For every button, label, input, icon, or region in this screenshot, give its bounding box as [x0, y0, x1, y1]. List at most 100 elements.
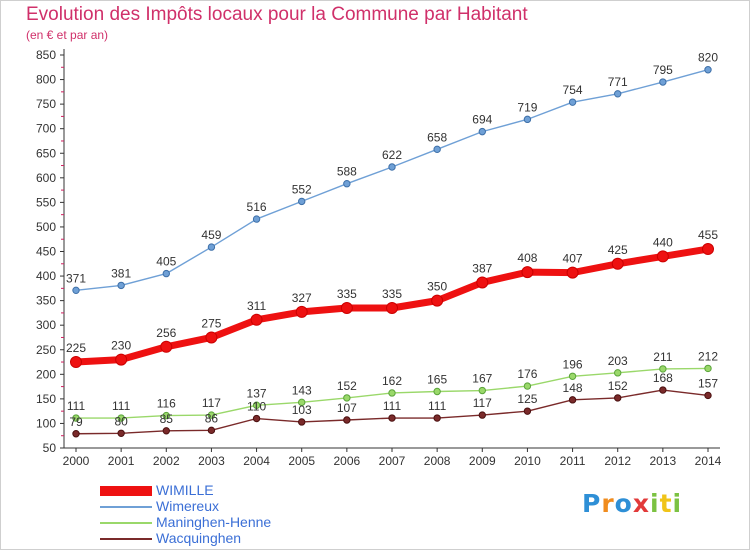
chart-title: Evolution des Impôts locaux pour la Comm…: [26, 4, 528, 25]
series-maninghen-henne: [72, 364, 712, 422]
data-label: 80: [114, 414, 128, 428]
y-tick-label: 450: [36, 245, 56, 259]
data-point: [433, 387, 441, 396]
data-label: 795: [653, 63, 673, 77]
data-label: 440: [653, 235, 673, 249]
legend-swatch: [100, 522, 152, 524]
data-label: 203: [608, 354, 628, 368]
y-tick-label: 100: [36, 416, 56, 430]
data-label: 103: [292, 403, 312, 417]
legend-swatch: [100, 506, 152, 508]
y-tick-label: 800: [36, 73, 56, 87]
x-tick-label: 2013: [650, 454, 677, 468]
data-point: [614, 394, 622, 402]
data-label: 820: [698, 51, 718, 65]
data-label: 658: [427, 130, 447, 144]
x-tick-label: 2001: [108, 454, 135, 468]
data-point: [478, 127, 486, 136]
data-label: 176: [517, 367, 537, 381]
y-tick-label: 250: [36, 343, 56, 357]
data-label: 459: [201, 228, 221, 242]
data-label: 327: [292, 291, 312, 305]
data-point: [205, 331, 218, 344]
data-label: 381: [111, 266, 131, 280]
y-tick-label: 850: [36, 48, 56, 62]
data-label: 350: [427, 280, 447, 294]
data-label: 165: [427, 373, 447, 387]
data-point: [115, 353, 128, 366]
data-label: 754: [563, 83, 583, 97]
data-label: 152: [337, 379, 357, 393]
data-label: 771: [608, 75, 628, 89]
data-label: 79: [69, 415, 83, 429]
y-tick-label: 400: [36, 269, 56, 283]
brand-letter: r: [601, 489, 615, 518]
series-wimille: [70, 243, 714, 369]
data-point: [252, 414, 261, 423]
data-label: 143: [292, 383, 312, 397]
data-point: [568, 396, 577, 404]
data-label: 588: [337, 165, 357, 179]
data-point: [433, 414, 441, 422]
data-point: [704, 364, 712, 373]
data-label: 196: [563, 357, 583, 371]
data-label: 371: [66, 271, 86, 285]
data-label: 148: [563, 381, 583, 395]
data-point: [614, 369, 622, 377]
data-label: 405: [156, 255, 176, 269]
data-label: 125: [517, 392, 537, 406]
data-point: [298, 197, 306, 206]
axes: 50 100 150 200 250 300 350 400 450 500 550 600 650 70…: [36, 48, 722, 468]
data-point: [388, 414, 396, 422]
data-label: 455: [698, 228, 718, 242]
chart-subtitle: (en € et par an): [26, 28, 109, 42]
data-label: 117: [473, 396, 492, 410]
data-point: [568, 372, 577, 380]
data-point: [659, 78, 667, 86]
y-tick-label: 750: [36, 97, 56, 111]
data-point: [431, 294, 444, 307]
x-tick-label: 2006: [334, 454, 361, 468]
data-point: [611, 257, 624, 270]
data-point: [207, 243, 216, 251]
data-point: [117, 414, 125, 422]
data-point: [388, 389, 396, 397]
data-point: [523, 382, 532, 390]
data-label: 225: [66, 341, 86, 355]
y-tick-label: 700: [36, 122, 56, 136]
data-point: [162, 427, 170, 435]
data-point: [162, 411, 170, 420]
data-label: 719: [517, 100, 537, 114]
data-point: [207, 411, 216, 419]
data-point: [207, 426, 216, 435]
brand-letter: x: [632, 489, 650, 518]
data-point: [523, 115, 532, 124]
x-tick-label: 2003: [198, 454, 225, 468]
data-label: 408: [517, 251, 537, 265]
legend-label: WIMILLE: [156, 482, 214, 498]
data-label: 211: [653, 350, 672, 364]
brand-letter: P: [582, 489, 602, 518]
brand-letter: i: [650, 489, 660, 518]
data-label: 311: [247, 299, 266, 313]
data-point: [704, 391, 712, 400]
data-label: 85: [160, 412, 174, 426]
data-point: [702, 243, 714, 256]
data-label: 167: [472, 372, 492, 386]
data-label: 111: [112, 399, 131, 413]
data-point: [340, 301, 353, 314]
series-wacquinghen: [72, 386, 712, 438]
data-label: 111: [67, 399, 86, 413]
data-point: [295, 305, 308, 318]
data-point: [343, 180, 351, 188]
data-point: [476, 276, 489, 289]
data-label: 407: [563, 252, 583, 266]
x-tick-label: 2000: [63, 454, 90, 468]
data-point: [521, 266, 534, 279]
y-tick-label: 50: [43, 441, 57, 455]
data-point: [656, 250, 669, 263]
data-point: [568, 98, 577, 106]
data-label: 622: [382, 148, 402, 162]
x-tick-label: 2002: [153, 454, 180, 468]
